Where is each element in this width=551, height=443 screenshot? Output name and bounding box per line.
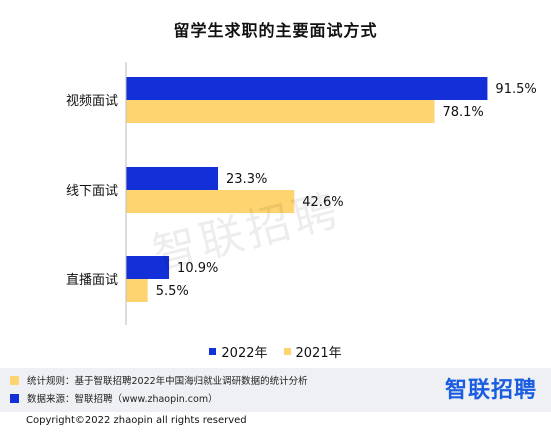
- legend-item-2022: 2022年: [209, 342, 268, 361]
- data-label-2021-0: 78.1%: [442, 105, 483, 120]
- copyright: Copyright©2022 zhaopin all rights reserv…: [26, 415, 247, 426]
- legend-label-2022: 2022年: [221, 346, 268, 361]
- bar-2022-2: [126, 256, 170, 279]
- data-label-2021-2: 5.5%: [156, 284, 189, 299]
- category-label-2: 直播面试: [66, 273, 118, 288]
- stat-rule-note: 统计规则：基于智联招聘2022年中国海归就业调研数据的统计分析: [10, 373, 308, 387]
- data-label-2022-1: 23.3%: [226, 172, 267, 187]
- data-label-2022-0: 91.5%: [495, 82, 536, 97]
- bar-2022-0: [126, 77, 488, 100]
- legend-item-2021: 2021年: [283, 342, 342, 361]
- bar-2022-1: [126, 167, 219, 190]
- legend-swatch-2021: [283, 348, 291, 355]
- legend-label-2021: 2021年: [295, 346, 342, 361]
- stat-rule-swatch: [10, 375, 19, 385]
- stat-rule-text: 统计规则：基于智联招聘2022年中国海归就业调研数据的统计分析: [27, 376, 308, 387]
- legend-swatch-2022: [209, 348, 217, 355]
- bar-chart: 91.5% 78.1% 视频面试 23.3% 42.6% 线下面试 10.9% 5.5% 直播面…: [66, 62, 537, 325]
- legend: 2022年 2021年: [0, 342, 551, 361]
- category-label-0: 视频面试: [66, 94, 118, 109]
- footer-band: [0, 368, 551, 412]
- brand-logo: 智联招聘: [444, 378, 537, 403]
- data-source-swatch: [10, 393, 19, 403]
- data-source-text: 数据来源：智联招聘（www.zhaopin.com）: [27, 394, 218, 405]
- category-label-1: 线下面试: [66, 184, 118, 199]
- bar-2021-1: [126, 190, 295, 213]
- bar-2021-0: [126, 100, 435, 123]
- chart-title: 留学生求职的主要面试方式: [173, 21, 378, 40]
- data-label-2022-2: 10.9%: [177, 261, 218, 276]
- bar-2021-2: [126, 279, 148, 302]
- data-label-2021-1: 42.6%: [302, 195, 343, 210]
- data-source-note: 数据来源：智联招聘（www.zhaopin.com）: [10, 391, 218, 405]
